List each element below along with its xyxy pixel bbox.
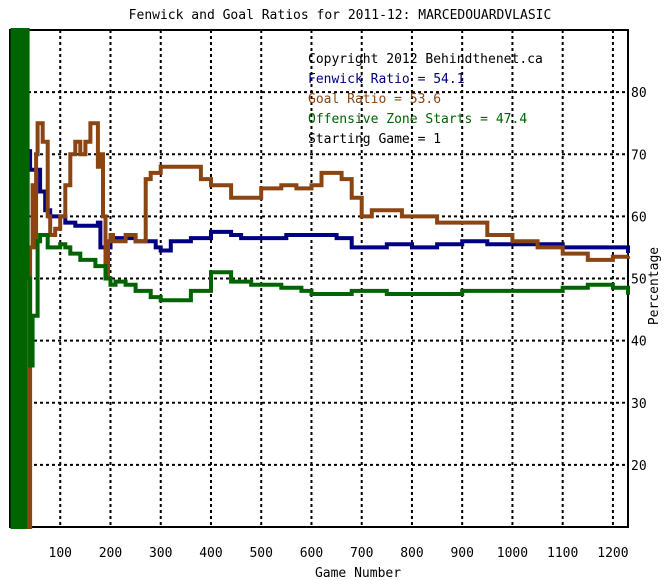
y-tick-label: 80	[631, 86, 647, 101]
legend: Copyright 2012 Behindthenet.ca Fenwick R…	[308, 52, 543, 147]
x-tick-label: 200	[99, 546, 122, 561]
y-tick-label: 40	[631, 335, 647, 350]
x-tick-label: 700	[350, 546, 373, 561]
x-tick-label: 900	[450, 546, 473, 561]
series-line-goal	[10, 121, 630, 529]
y-axis-ticks: 20 30 40 50 60 70 80	[631, 86, 647, 474]
legend-ozone: Offensive Zone Starts = 47.4	[308, 112, 527, 127]
series-line-ozone	[10, 28, 630, 529]
series-group	[10, 28, 630, 529]
y-tick-label: 20	[631, 459, 647, 474]
y-axis-label: Percentage	[647, 247, 662, 325]
legend-fenwick: Fenwick Ratio = 54.1	[308, 72, 465, 87]
x-tick-label: 600	[300, 546, 323, 561]
y-tick-label: 60	[631, 210, 647, 225]
x-tick-label: 500	[249, 546, 272, 561]
y-tick-label: 50	[631, 273, 647, 288]
x-axis-ticks: 100 200 300 400 500 600 700 800 900 1000 1100 1200	[49, 546, 629, 561]
y-tick-label: 70	[631, 148, 647, 163]
x-tick-label: 1000	[497, 546, 528, 561]
x-tick-label: 100	[49, 546, 72, 561]
x-tick-label: 300	[149, 546, 172, 561]
chart-title: Fenwick and Goal Ratios for 2011-12: MAR…	[129, 8, 552, 23]
x-tick-label: 1200	[597, 546, 628, 561]
x-tick-label: 400	[199, 546, 222, 561]
legend-copyright: Copyright 2012 Behindthenet.ca	[308, 52, 543, 67]
x-tick-label: 800	[400, 546, 423, 561]
legend-start: Starting Game = 1	[308, 132, 441, 147]
y-tick-label: 30	[631, 397, 647, 412]
x-axis-label: Game Number	[315, 566, 401, 580]
legend-goal: Goal Ratio = 53.6	[308, 92, 441, 107]
x-tick-label: 1100	[547, 546, 578, 561]
